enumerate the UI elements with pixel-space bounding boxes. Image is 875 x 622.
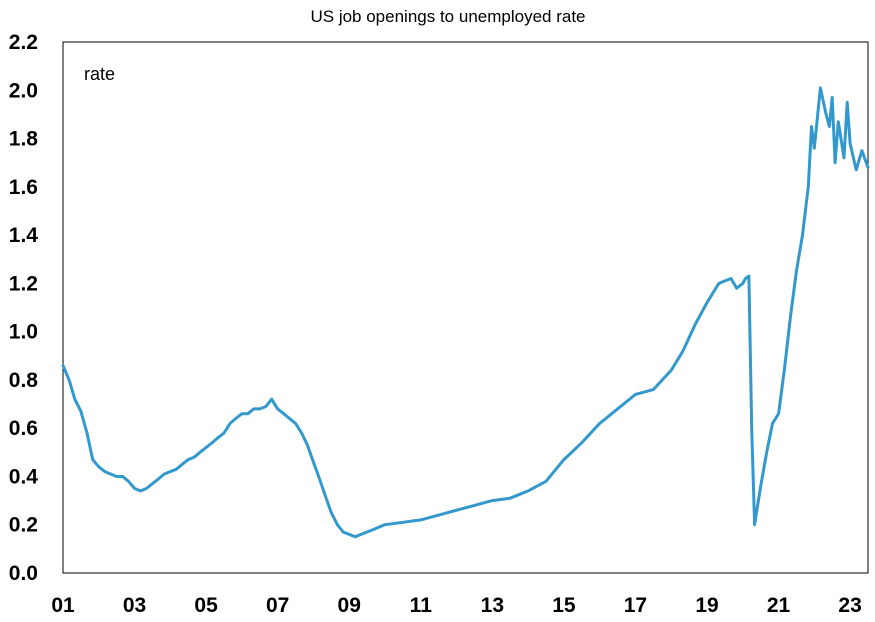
x-tick-label: 11 bbox=[410, 594, 433, 617]
x-tick-label: 21 bbox=[767, 594, 791, 617]
y-tick-label: 0.0 bbox=[9, 562, 38, 585]
y-axis: 0.0 0.2 0.4 0.6 0.8 1.0 1.2 1.4 1.6 1.8 2.0 2.2 bbox=[9, 31, 39, 585]
chart-title: US job openings to unemployed rate bbox=[310, 7, 585, 26]
y-tick-label: 0.2 bbox=[9, 514, 38, 537]
series-line bbox=[61, 86, 870, 539]
series-annotation: rate bbox=[84, 64, 115, 84]
x-tick-label: 23 bbox=[838, 594, 861, 617]
plot-frame bbox=[62, 41, 869, 574]
x-axis: 01 03 05 07 09 11 13 15 17 19 21 23 bbox=[51, 594, 861, 617]
x-tick-label: 03 bbox=[123, 594, 146, 617]
y-tick-label: 2.2 bbox=[9, 31, 38, 54]
y-tick-label: 1.6 bbox=[9, 176, 38, 199]
x-tick-label: 09 bbox=[338, 594, 361, 617]
x-tick-label: 17 bbox=[624, 594, 647, 617]
y-tick-label: 1.2 bbox=[9, 272, 38, 295]
y-tick-label: 0.8 bbox=[9, 369, 39, 392]
x-tick-label: 13 bbox=[481, 594, 504, 617]
x-tick-label: 01 bbox=[51, 594, 75, 617]
x-tick-label: 05 bbox=[194, 594, 218, 617]
y-tick-label: 1.0 bbox=[9, 321, 38, 344]
x-tick-label: 19 bbox=[695, 594, 718, 617]
x-tick-label: 07 bbox=[266, 594, 289, 617]
x-tick-label: 15 bbox=[552, 594, 576, 617]
y-tick-label: 1.4 bbox=[9, 224, 39, 247]
y-tick-label: 1.8 bbox=[9, 128, 39, 151]
y-tick-label: 2.0 bbox=[9, 79, 38, 102]
y-tick-label: 0.4 bbox=[9, 465, 39, 488]
plot-area bbox=[61, 86, 870, 539]
y-tick-label: 0.6 bbox=[9, 417, 38, 440]
